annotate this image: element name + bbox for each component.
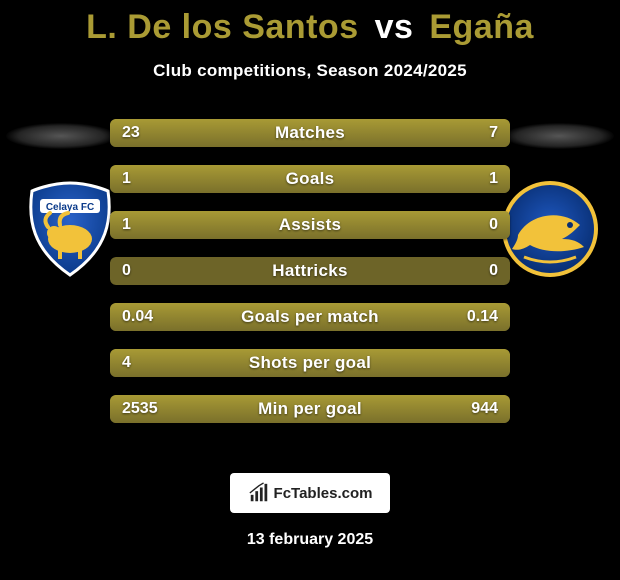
- player1-club-crest: Celaya FC: [20, 179, 120, 279]
- bar-right-fill: [417, 119, 510, 147]
- player1-shadow: [6, 123, 116, 149]
- celaya-crest-svg: Celaya FC: [20, 179, 120, 279]
- brand-badge: FcTables.com: [230, 473, 390, 513]
- title-player1: L. De los Santos: [86, 8, 359, 46]
- brand-chart-icon: [248, 482, 270, 504]
- footer-date: 13 february 2025: [0, 531, 620, 549]
- stat-row: Shots per goal4: [110, 349, 510, 377]
- stat-row: Min per goal2535944: [110, 395, 510, 423]
- comparison-arena: Celaya FC Matches237Goals11Assists: [0, 109, 620, 449]
- bar-right-fill: [199, 303, 510, 331]
- stat-row: Matches237: [110, 119, 510, 147]
- stat-row: Goals per match0.040.14: [110, 303, 510, 331]
- title-vs: vs: [375, 8, 414, 46]
- bar-left-fill: [110, 349, 510, 377]
- bar-left-fill: [110, 211, 510, 239]
- svg-text:Celaya FC: Celaya FC: [46, 202, 94, 213]
- bar-right-fill: [402, 395, 510, 423]
- title-player2: Egaña: [429, 8, 534, 46]
- subtitle: Club competitions, Season 2024/2025: [0, 61, 620, 81]
- page-title: L. De los Santos vs Egaña: [0, 0, 620, 47]
- bar-left-fill: [110, 165, 310, 193]
- stat-row: Goals11: [110, 165, 510, 193]
- dorados-crest-svg: [500, 179, 600, 279]
- bar-left-fill: [110, 303, 199, 331]
- stat-row: Assists10: [110, 211, 510, 239]
- stat-row: Hattricks00: [110, 257, 510, 285]
- player2-club-crest: [500, 179, 600, 279]
- stat-bars: Matches237 Goals11 Assists10 Hattricks00 Goa…: [110, 119, 510, 441]
- bar-right-fill: [310, 165, 510, 193]
- bar-left-fill: [110, 395, 402, 423]
- bar-track: [110, 257, 510, 285]
- brand-text: FcTables.com: [274, 485, 373, 502]
- bar-left-fill: [110, 119, 417, 147]
- player2-shadow: [504, 123, 614, 149]
